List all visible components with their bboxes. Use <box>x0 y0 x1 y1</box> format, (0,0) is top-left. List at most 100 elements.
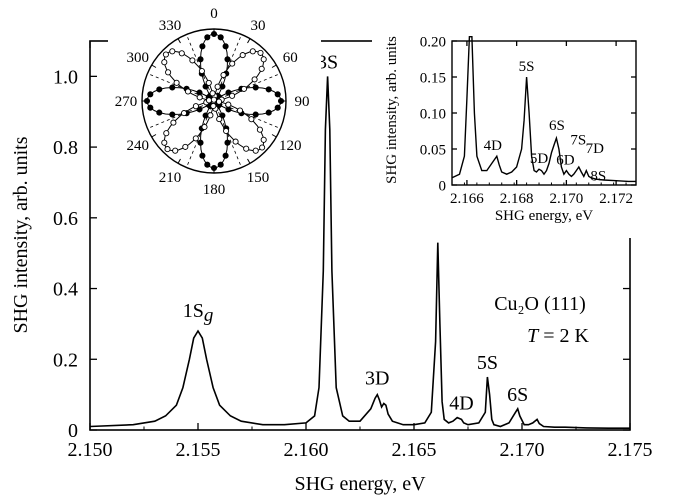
polar-point-filled <box>147 104 154 111</box>
main-peak-label-sub: g <box>204 305 214 326</box>
inset-peak-label-main: 8S <box>590 169 606 185</box>
inset-spectrum-line <box>451 36 636 183</box>
main-spectrum-line <box>89 76 630 429</box>
polar-angle-tick <box>151 134 157 138</box>
main-peak-label: 4D <box>449 393 473 415</box>
polar-point-filled <box>265 109 272 116</box>
polar-point-open <box>164 146 171 153</box>
inset-peak-label-main: 4D <box>484 138 503 154</box>
polar-point-filled <box>252 84 259 91</box>
polar-plot: 0 30 60 90 120 150 180 210 240 270 300 330 <box>115 6 310 198</box>
polar-point-filled <box>204 34 211 41</box>
polar-point-filled <box>169 84 176 91</box>
polar-point-open <box>248 116 255 123</box>
main-y-tick-label: 0 <box>68 420 78 442</box>
polar-point-open <box>192 103 199 110</box>
polar-point-filled <box>210 164 218 172</box>
polar-point-open <box>205 79 212 86</box>
polar-point-filled <box>197 139 204 146</box>
polar-point-filled <box>147 91 154 98</box>
inset-y-tick-label: 0 <box>439 178 447 194</box>
main-x-axis-label: SHG energy, eV <box>294 473 426 495</box>
polar-guide-line <box>213 34 242 102</box>
polar-point-open <box>205 97 213 104</box>
main-peak-label: 3D <box>365 368 389 390</box>
inset-x-tick-label: 2.170 <box>550 191 584 207</box>
polar-point-open <box>189 57 196 64</box>
polar-point-filled <box>265 86 272 93</box>
polar-point-open <box>169 48 176 55</box>
polar-guide-line <box>147 73 215 102</box>
polar-guide-line <box>186 100 215 168</box>
polar-point-open <box>184 88 192 95</box>
polar-point-open <box>170 119 177 126</box>
main-peak-label-main: 6S <box>507 384 528 406</box>
main-x-tick-label: 2.175 <box>608 439 653 461</box>
polar-point-open <box>243 145 250 152</box>
polar-point-open <box>180 110 188 117</box>
inset-peak-label: 8S <box>590 169 606 185</box>
main-peak-label: 1Sg <box>183 300 214 326</box>
polar-point-open <box>163 130 170 137</box>
temperature-symbol: T <box>527 325 540 347</box>
polar-point-open <box>210 96 217 103</box>
polar-point-filled <box>169 111 176 118</box>
polar-point-open <box>232 138 239 145</box>
polar-point-filled <box>252 111 259 118</box>
main-x-tick-label: 2.170 <box>500 439 545 461</box>
inset-y-tick-label: 0.20 <box>420 34 446 50</box>
polar-point-open <box>201 123 208 131</box>
main-ticks: 2.150 2.155 2.160 2.165 2.170 2.175 0 0.2 0.4 0.6… <box>53 41 653 461</box>
polar-point-open <box>207 112 214 119</box>
polar-point-filled <box>210 30 218 38</box>
main-y-tick-label: 0.2 <box>53 349 78 371</box>
main-x-tick-label: 2.160 <box>284 439 329 461</box>
main-peak-label-main: 3D <box>365 368 389 390</box>
polar-angle-label: 150 <box>247 170 270 186</box>
polar-point-open <box>172 147 179 154</box>
inset-peak-label: 6D <box>556 153 575 169</box>
polar-point-open <box>252 147 259 154</box>
polar-point-open <box>256 126 263 133</box>
inset-peak-label: 4D <box>484 138 503 154</box>
polar-point-open <box>178 50 185 57</box>
polar-point-open <box>258 65 265 72</box>
inset-peak-label-main: 6D <box>556 153 575 169</box>
polar-angle-tick <box>247 158 251 164</box>
main-y-tick-label: 0.6 <box>53 208 78 230</box>
polar-point-open <box>236 107 244 114</box>
polar-point-open <box>229 92 236 99</box>
polar-angle-tick <box>271 134 277 138</box>
polar-angle-tick <box>151 64 157 68</box>
main-peak-label-main: 5S <box>477 352 498 374</box>
inset-x-tick-label: 2.172 <box>599 191 633 207</box>
inset-ticks: 2.166 2.168 2.170 2.172 0 0.05 0.10 0.15 0.20 <box>420 34 636 207</box>
polar-point-filled <box>224 139 231 146</box>
polar-point-filled <box>156 86 163 93</box>
inset-peak-label: 6S <box>549 118 565 134</box>
polar-point-open <box>216 116 223 123</box>
polar-point-open <box>165 69 172 76</box>
polar-point-filled <box>274 104 281 111</box>
polar-angle-tick <box>271 64 277 68</box>
polar-angle-label: 0 <box>210 6 218 22</box>
polar-point-open <box>182 143 189 150</box>
inset-peak-label: 7D <box>586 141 605 157</box>
polar-point-filled <box>143 97 151 105</box>
inset-y-tick-label: 0.05 <box>420 142 446 158</box>
main-peak-label: 5S <box>477 352 498 374</box>
polar-point-open <box>229 60 236 67</box>
polar-inset: 0 30 60 90 120 150 180 210 240 270 300 330 <box>108 0 321 205</box>
inset-chart: 2.166 2.168 2.170 2.172 0 0.05 0.10 0.15 0.20 4D… <box>372 0 675 238</box>
main-y-tick-label: 1.0 <box>53 66 78 88</box>
polar-point-open <box>223 127 230 135</box>
polar-angle-tick <box>177 158 181 164</box>
polar-point-open <box>209 90 216 97</box>
main-peak-label: 6S <box>507 384 528 406</box>
polar-angle-label: 30 <box>251 18 266 34</box>
inset-peak-label-main: 5S <box>519 59 535 75</box>
polar-point-filled <box>197 56 204 63</box>
polar-point-open <box>260 56 267 63</box>
inset-x-axis-label: SHG energy, eV <box>495 208 593 224</box>
